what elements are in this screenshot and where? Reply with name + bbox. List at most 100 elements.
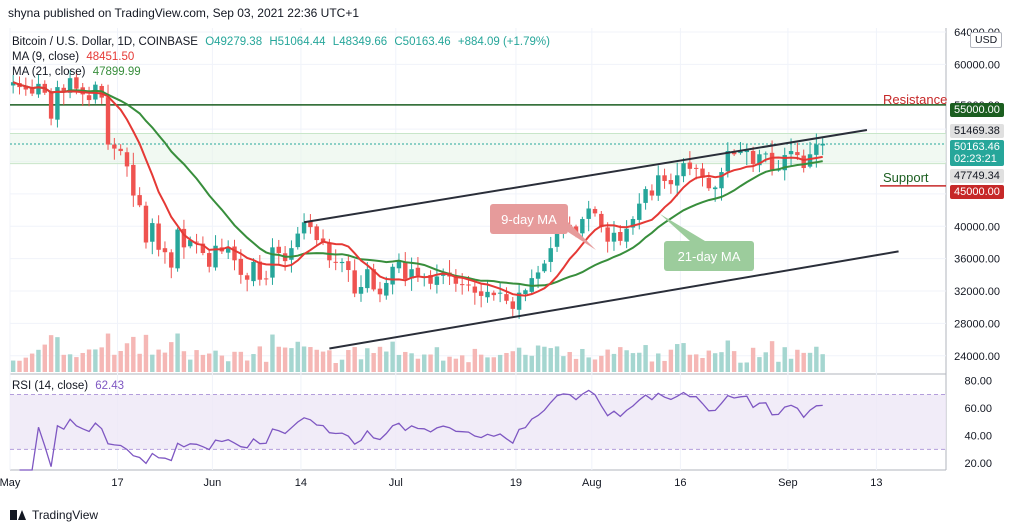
volume-bar xyxy=(396,354,402,372)
ma21-callout-box xyxy=(664,241,754,271)
volume-bar xyxy=(687,354,693,372)
volume-bar xyxy=(434,347,440,372)
candle-body xyxy=(131,164,136,196)
ma9-callout-box xyxy=(490,204,568,234)
volume-bar xyxy=(80,352,85,372)
volume-bar xyxy=(150,354,155,372)
volume-bar xyxy=(668,349,674,372)
candle-body xyxy=(29,88,35,94)
volume-bar xyxy=(320,351,326,372)
published-text: shyna published on TradingView.com, Sep … xyxy=(8,6,360,20)
candle-body xyxy=(301,222,307,234)
candle-body xyxy=(143,205,149,243)
volume-bar xyxy=(643,345,648,372)
volume-bar xyxy=(561,356,566,372)
candle-body xyxy=(390,266,395,285)
candle-body xyxy=(181,228,187,248)
volume-bar xyxy=(339,359,345,372)
candle-body xyxy=(270,247,275,278)
candle-body xyxy=(618,232,623,241)
ma21-legend[interactable]: MA (21, close) 47899.99 xyxy=(12,66,145,78)
lower-channel-line xyxy=(329,250,899,350)
volume-bar xyxy=(346,350,351,372)
candle-body xyxy=(820,143,825,146)
candle-body xyxy=(738,151,743,154)
volume-bar xyxy=(308,347,313,372)
volume-bar xyxy=(542,346,547,372)
price-tick-label: 28000.00 xyxy=(954,318,1000,330)
published-line: shyna published on TradingView.com, Sep … xyxy=(8,6,363,20)
candle-body xyxy=(706,177,712,189)
volume-bar xyxy=(472,348,478,372)
rsi-legend[interactable]: RSI (14, close) 62.43 xyxy=(12,380,128,392)
ma21-callout-pointer xyxy=(660,214,705,241)
candle-body xyxy=(276,246,281,254)
candle-body xyxy=(156,223,161,250)
candle-body xyxy=(86,95,92,101)
price-tick-label: 32000.00 xyxy=(954,286,1000,298)
time-tick-label: Jul xyxy=(389,477,403,489)
volume-bar xyxy=(194,350,199,372)
candle-body xyxy=(105,97,111,145)
volume-bar xyxy=(415,358,421,372)
candle-body xyxy=(225,247,231,253)
footer-brand[interactable]: TradingView xyxy=(10,508,98,522)
volume-bar xyxy=(535,345,541,372)
close-value: C50163.46 xyxy=(394,36,451,48)
ma21-value: 47899.99 xyxy=(92,66,141,78)
upper-channel-line xyxy=(303,128,868,224)
volume-bar xyxy=(10,360,16,372)
candle-body xyxy=(295,233,300,248)
currency-button[interactable]: USD xyxy=(970,32,1003,48)
volume-bar xyxy=(301,346,307,372)
candle-body xyxy=(384,282,389,296)
volume-bar xyxy=(143,334,149,372)
volume-bar xyxy=(567,351,572,372)
high-value: H51064.44 xyxy=(269,36,326,48)
volume-bar xyxy=(295,341,300,372)
volume-bar xyxy=(169,342,174,372)
symbol-label[interactable]: Bitcoin / U.S. Dollar, 1D, COINBASE xyxy=(12,36,198,48)
candle-body xyxy=(314,226,319,241)
volume-bar xyxy=(447,356,452,372)
candle-body xyxy=(441,273,446,276)
ma9-callout-pointer xyxy=(568,222,596,250)
candle-body xyxy=(169,252,174,268)
volume-bar xyxy=(523,354,528,372)
volume-bar xyxy=(693,354,699,372)
volume-bar xyxy=(706,350,712,372)
volume-bar xyxy=(365,348,370,372)
volume-bar xyxy=(605,349,610,372)
candle-body xyxy=(213,245,218,268)
volume-bar xyxy=(795,349,800,372)
ma9-legend[interactable]: MA (9, close) 48451.50 xyxy=(12,51,138,63)
volume-bar xyxy=(17,360,22,372)
volume-bar xyxy=(257,346,263,372)
volume-bar xyxy=(478,354,484,372)
candle-body xyxy=(333,261,338,263)
candle-body xyxy=(719,172,724,189)
volume-bar xyxy=(289,348,294,372)
change-value: +884.09 (+1.79%) xyxy=(457,36,550,48)
volume-bar xyxy=(744,362,749,372)
candle-body xyxy=(491,292,497,296)
volume-bar xyxy=(422,354,427,372)
price-tick-label: 60000.00 xyxy=(954,59,1000,71)
time-tick-label: 19 xyxy=(510,477,522,489)
trendlines xyxy=(303,128,899,350)
candle-body xyxy=(675,175,680,186)
candle-body xyxy=(712,187,718,190)
rsi-value: 62.43 xyxy=(95,380,125,392)
volume-bar xyxy=(270,334,275,372)
candle-body xyxy=(48,91,54,119)
volume-bar xyxy=(573,358,579,372)
candle-body xyxy=(396,261,402,269)
lower-price-label: 47749.34 xyxy=(950,169,1004,183)
candle-body xyxy=(371,269,376,290)
support-annotation: Support xyxy=(883,170,929,185)
volume-bar xyxy=(55,337,60,372)
candle-body xyxy=(605,227,610,242)
candle-body xyxy=(757,154,762,166)
volume-bar xyxy=(99,347,104,372)
